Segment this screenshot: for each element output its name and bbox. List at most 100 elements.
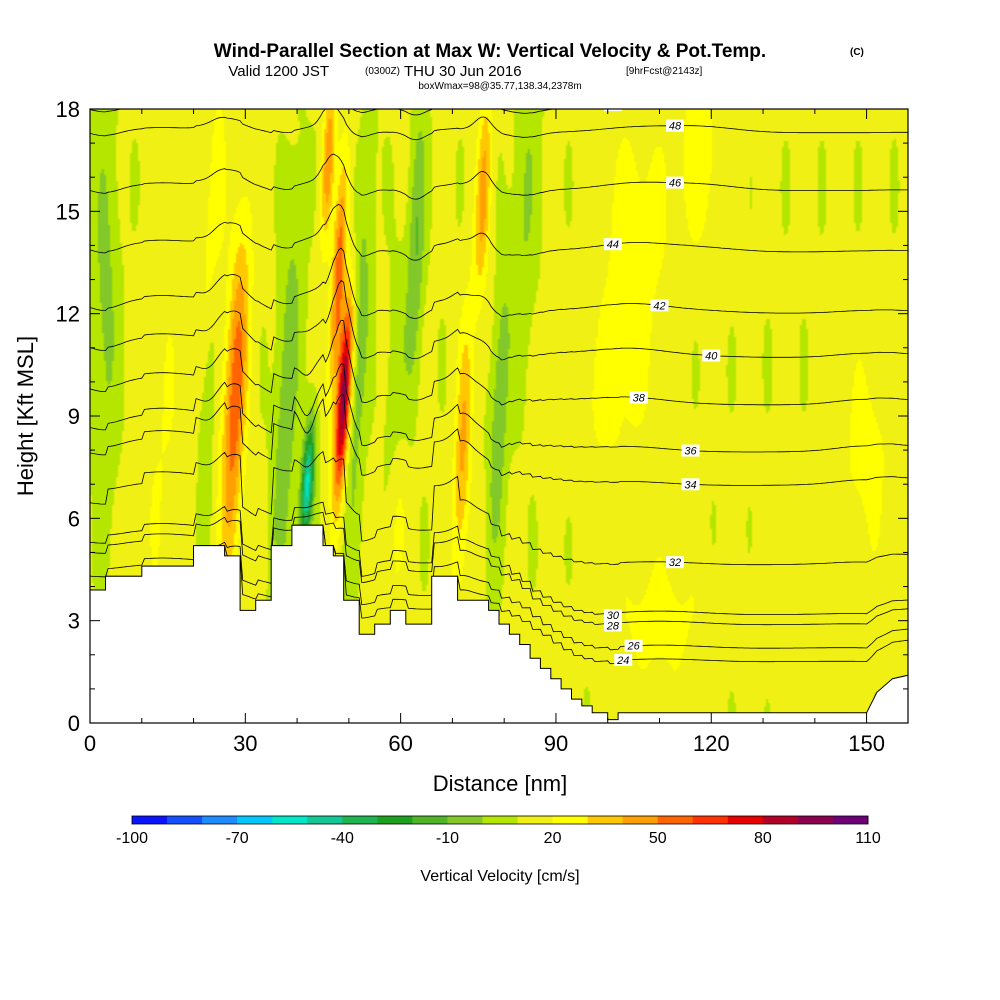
colorbar: -100 -70 -40 -10 20 50 80 110 — [116, 815, 881, 847]
theta-label-box — [666, 119, 685, 132]
theta-contour-label: 32 — [669, 557, 681, 569]
theta-contour-line — [90, 247, 908, 319]
theta-label-box — [681, 444, 700, 457]
y-axis-label: Height [Kft MSL] — [13, 336, 38, 496]
theta-contour-label: 40 — [705, 351, 718, 363]
theta-contour-line — [90, 501, 908, 616]
colorbar-tick-label: 20 — [544, 830, 562, 847]
theta-contour-label: 24 — [616, 655, 629, 667]
x-tick-label: 0 — [84, 731, 96, 756]
x-tick-label: 90 — [544, 731, 568, 756]
box-wmax-info: boxWmax=98@35.77,138.34,2378m — [418, 81, 581, 92]
colorbar-swatch — [517, 816, 553, 824]
theta-label-box — [614, 653, 633, 666]
y-tick-label: 18 — [56, 97, 80, 122]
theta-contour-line — [90, 319, 908, 406]
theta-contour-line — [90, 109, 908, 141]
theta-contour-label: 44 — [607, 239, 619, 251]
colorbar-swatch — [202, 816, 238, 824]
colorbar-swatch — [167, 816, 203, 824]
colorbar-swatch — [412, 816, 448, 824]
colorbar-frame — [131, 815, 869, 825]
theta-label-box — [629, 391, 648, 404]
colorbar-tick-label: -40 — [331, 830, 354, 847]
theta-label-box — [603, 619, 622, 632]
colorbar-tick-label: 110 — [855, 830, 881, 847]
y-tick-label: 12 — [56, 302, 80, 327]
theta-contour-line — [90, 394, 908, 486]
x-tick-label: 30 — [233, 731, 257, 756]
theta-contours — [90, 109, 908, 665]
forecast-info: [9hrFcst@2143z] — [626, 66, 703, 77]
y-tick-label: 9 — [68, 404, 80, 429]
theta-contour-line — [90, 524, 908, 651]
colorbar-swatch — [377, 816, 413, 824]
x-tick-label: 150 — [848, 731, 885, 756]
theta-contour-label: 46 — [669, 178, 682, 190]
x-axis-label: Distance [nm] — [433, 771, 568, 796]
colorbar-swatch — [132, 816, 168, 824]
colorbar-swatch — [272, 816, 308, 824]
theta-contour-label: 30 — [607, 610, 620, 622]
theta-contour-label: 38 — [633, 392, 646, 404]
y-tick-label: 3 — [68, 609, 80, 634]
valid-time: Valid 1200 JST — [228, 63, 329, 80]
colorbar-swatch — [657, 816, 694, 824]
theta-contour-label: 50 — [607, 100, 620, 112]
theta-contour-line — [90, 451, 908, 566]
colorbar-tick-label: -70 — [226, 830, 249, 847]
terrain-mask — [90, 524, 908, 723]
theta-label-box — [603, 238, 622, 251]
chart-title: Wind-Parallel Section at Max W: Vertical… — [214, 41, 766, 62]
theta-label-box — [681, 478, 700, 491]
theta-contour-label: 36 — [684, 446, 697, 458]
colorbar-swatch — [552, 816, 589, 824]
theta-label-box — [666, 176, 685, 189]
colorbar-swatch — [692, 816, 729, 824]
x-tick-label: 60 — [388, 731, 412, 756]
valid-time-utc: (0300Z) — [365, 66, 400, 77]
colorbar-swatch — [797, 816, 834, 824]
y-tick-label: 15 — [56, 199, 80, 224]
colorbar-swatch — [622, 816, 659, 824]
y-tick-label: 0 — [68, 711, 80, 736]
theta-label-box — [603, 109, 622, 112]
colorbar-tick-label: -10 — [436, 830, 459, 847]
theta-contour-line — [90, 279, 908, 361]
colorbar-swatch — [587, 816, 624, 824]
theta-label-box — [666, 556, 685, 569]
colorbar-tick-label: 80 — [754, 830, 772, 847]
theta-label-box — [650, 299, 669, 312]
colorbar-label: Vertical Velocity [cm/s] — [420, 868, 579, 885]
colorbar-tick-label: 50 — [649, 830, 667, 847]
theta-label-box — [702, 349, 721, 362]
colorbar-swatch — [447, 816, 483, 824]
colorbar-swatch — [832, 816, 869, 824]
colorbar-tick-label: -100 — [116, 830, 148, 847]
theta-contour-line — [90, 153, 908, 200]
colorbar-swatch — [307, 816, 343, 824]
colorbar-swatch — [727, 816, 764, 824]
copyright-mark: (C) — [850, 47, 864, 58]
theta-contour-label: 42 — [653, 300, 665, 312]
theta-contour-line — [90, 363, 908, 453]
theta-contour-label: 28 — [606, 620, 620, 632]
theta-contour-label: 34 — [684, 479, 696, 491]
theta-contour-line — [90, 524, 908, 665]
x-tick-label: 120 — [693, 731, 730, 756]
y-tick-label: 6 — [68, 506, 80, 531]
valid-date: THU 30 Jun 2016 — [404, 63, 522, 80]
colorbar-swatch — [482, 816, 518, 824]
colorbar-swatch — [342, 816, 378, 824]
theta-contour-line — [90, 511, 908, 627]
theta-label-box — [603, 609, 622, 622]
colorbar-swatch — [237, 816, 273, 824]
theta-contour-line — [90, 203, 908, 261]
colorbar-swatch — [762, 816, 799, 824]
theta-contour-label: 48 — [669, 121, 682, 133]
theta-label-box — [624, 639, 643, 652]
theta-contour-label: 26 — [626, 641, 640, 653]
